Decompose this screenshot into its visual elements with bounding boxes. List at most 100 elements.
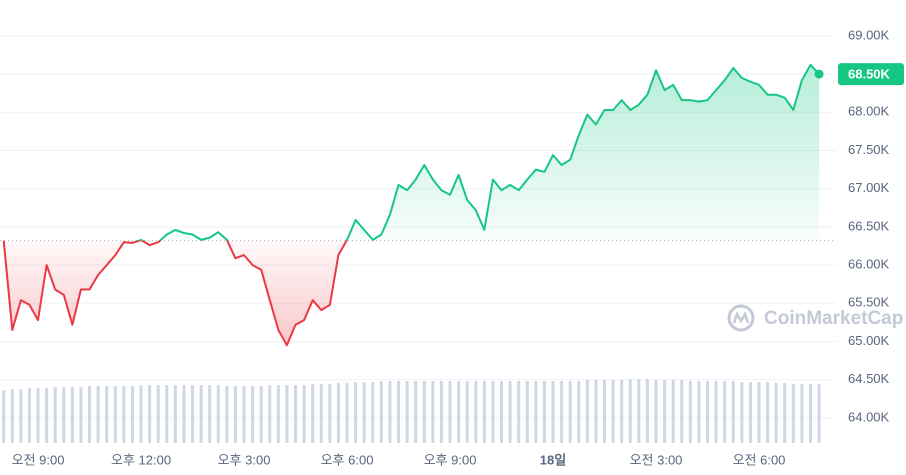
volume-bar xyxy=(156,385,160,443)
y-tick-label: 67.00K xyxy=(848,180,890,195)
volume-bar xyxy=(723,381,727,443)
y-tick-label: 64.50K xyxy=(848,371,890,386)
volume-bar xyxy=(431,381,435,443)
volume-bar xyxy=(757,382,761,443)
watermark: CoinMarketCap xyxy=(727,304,903,332)
volume-bar xyxy=(397,381,401,443)
volume-bar xyxy=(148,385,152,443)
volume-bar xyxy=(208,385,212,443)
volume-bar xyxy=(525,381,529,443)
volume-bar xyxy=(465,381,469,443)
volume-bar xyxy=(748,382,752,443)
volume-bar xyxy=(173,385,177,443)
volume-bar xyxy=(336,383,340,443)
volume-bar xyxy=(457,381,461,443)
volume-bar xyxy=(2,390,6,443)
volume-bar xyxy=(508,381,512,443)
volume-bar xyxy=(542,381,546,443)
volume-bar xyxy=(242,386,246,443)
volume-bar xyxy=(731,381,735,443)
watermark-text: CoinMarketCap xyxy=(764,308,903,329)
volume-bar xyxy=(45,388,49,443)
volume-bar xyxy=(268,385,272,443)
volume-bar xyxy=(474,381,478,443)
volume-bar xyxy=(79,387,83,443)
volume-bar xyxy=(105,386,109,443)
x-tick-label: 오전 6:00 xyxy=(733,452,786,467)
volume-bar xyxy=(637,379,641,443)
volume-bar xyxy=(706,381,710,443)
volume-bar xyxy=(182,385,186,443)
volume-bar xyxy=(774,383,778,443)
volume-bar xyxy=(603,380,607,443)
x-tick-label: 오후 12:00 xyxy=(111,452,171,467)
volume-bar xyxy=(697,381,701,443)
volume-bar xyxy=(362,382,366,443)
volume-bar xyxy=(113,386,117,443)
volume-bar xyxy=(379,381,383,443)
volume-bar xyxy=(233,386,237,443)
volume-bar xyxy=(122,386,126,443)
volume-bar xyxy=(388,381,392,443)
volume-bar xyxy=(53,387,57,443)
volume-bar xyxy=(671,380,675,443)
volume-bar xyxy=(654,380,658,443)
volume-bar xyxy=(663,380,667,443)
volume-bar xyxy=(740,382,744,443)
volume-bar xyxy=(259,386,263,443)
y-tick-label: 66.00K xyxy=(848,257,890,272)
x-tick-label: 오후 3:00 xyxy=(218,452,271,467)
y-tick-label: 69.00K xyxy=(848,27,890,42)
x-tick-label: 18일 xyxy=(540,452,566,467)
volume-bar xyxy=(27,388,31,443)
volume-bar xyxy=(285,385,289,443)
volume-bar xyxy=(405,381,409,443)
volume-bar xyxy=(36,388,40,443)
volume-bar xyxy=(809,384,813,443)
volume-bar xyxy=(594,380,598,443)
volume-bar xyxy=(628,379,632,443)
x-tick-label: 오전 9:00 xyxy=(12,452,65,467)
volume-bar xyxy=(345,383,349,443)
price-line xyxy=(2,63,820,347)
x-tick-label: 오후 9:00 xyxy=(424,452,477,467)
volume-bar xyxy=(96,386,100,443)
volume-bar xyxy=(560,381,564,443)
volume-bar xyxy=(70,387,74,443)
volume-bar xyxy=(688,381,692,443)
volume-bar xyxy=(766,382,770,443)
y-tick-label: 67.50K xyxy=(848,142,890,157)
volume-bar xyxy=(645,379,649,443)
y-tick-label: 65.00K xyxy=(848,333,890,348)
volume-bar xyxy=(414,381,418,443)
volume-bar xyxy=(216,385,220,443)
x-tick-label: 오전 3:00 xyxy=(630,452,683,467)
volume-bar xyxy=(611,380,615,443)
volume-bar xyxy=(491,381,495,443)
volume-bar xyxy=(371,382,375,443)
y-tick-label: 64.00K xyxy=(848,409,890,424)
volume-bar xyxy=(791,384,795,443)
volume-bar xyxy=(354,382,358,443)
volume-bar xyxy=(191,385,195,443)
x-tick-label: 오후 6:00 xyxy=(321,452,374,467)
volume-bar xyxy=(817,384,821,443)
volume-bar xyxy=(448,381,452,443)
volume-bar xyxy=(500,381,504,443)
volume-bar xyxy=(302,385,306,443)
volume-bar xyxy=(568,381,572,443)
area xyxy=(3,64,820,346)
volume-bar xyxy=(680,380,684,443)
volume-bar xyxy=(165,385,169,443)
volume-bar xyxy=(534,381,538,443)
volume-bar xyxy=(482,381,486,443)
volume-bar xyxy=(422,381,426,443)
volume-bar xyxy=(551,381,555,443)
volume-bar xyxy=(88,386,92,443)
volume-bar xyxy=(139,385,143,443)
volume-bar xyxy=(585,380,589,443)
price-tag-text: 68.50K xyxy=(848,67,891,82)
volume-bar xyxy=(10,389,14,443)
volume-bar xyxy=(319,384,323,443)
